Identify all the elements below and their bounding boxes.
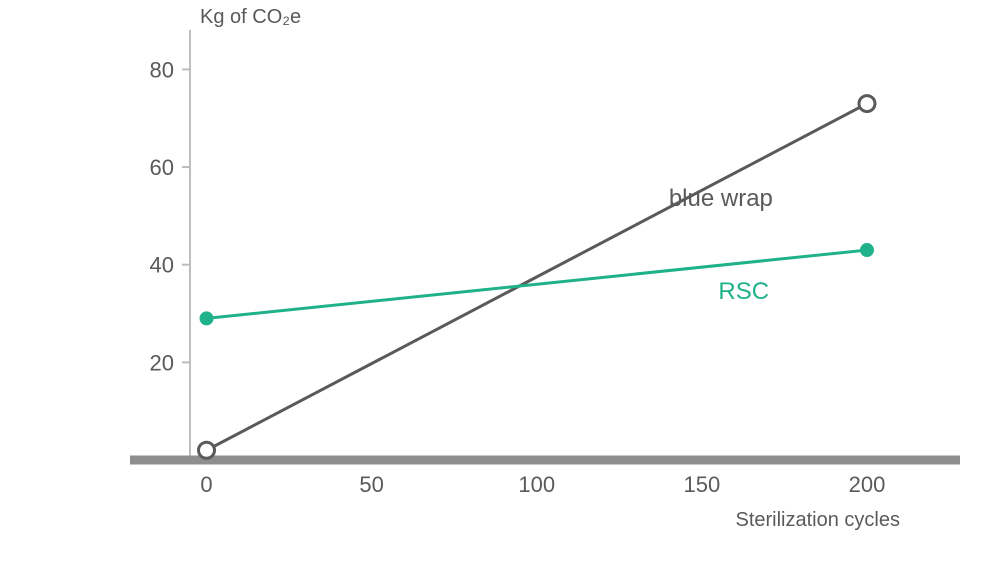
- y-axis-title: Kg of CO₂e: [200, 6, 301, 28]
- y-tick-label: 20: [150, 350, 174, 375]
- series-marker-RSC: [860, 243, 874, 257]
- x-tick-label: 50: [359, 472, 383, 497]
- chart-svg: Kg of CO₂e 20 40 60 80 0 50 100 150 200 Sterilizat…: [0, 0, 1000, 563]
- x-axis-baseline: [130, 456, 960, 465]
- series-label-RSC: RSC: [718, 278, 769, 305]
- x-tick-label: 150: [684, 472, 721, 497]
- x-tick-label: 100: [518, 472, 555, 497]
- series-label-blue-wrap: blue wrap: [669, 185, 773, 212]
- x-tick-label: 0: [200, 472, 212, 497]
- y-tick-label: 40: [150, 253, 174, 278]
- y-tick-label: 60: [150, 155, 174, 180]
- x-axis-title: Sterilization cycles: [735, 509, 900, 531]
- series-marker-blue-wrap: [859, 96, 875, 112]
- series-marker-blue-wrap: [199, 442, 215, 458]
- co2e-chart: Kg of CO₂e 20 40 60 80 0 50 100 150 200 Sterilizat…: [0, 0, 1000, 563]
- x-tick-label: 200: [849, 472, 886, 497]
- series-marker-RSC: [200, 311, 214, 325]
- y-tick-label: 80: [150, 57, 174, 82]
